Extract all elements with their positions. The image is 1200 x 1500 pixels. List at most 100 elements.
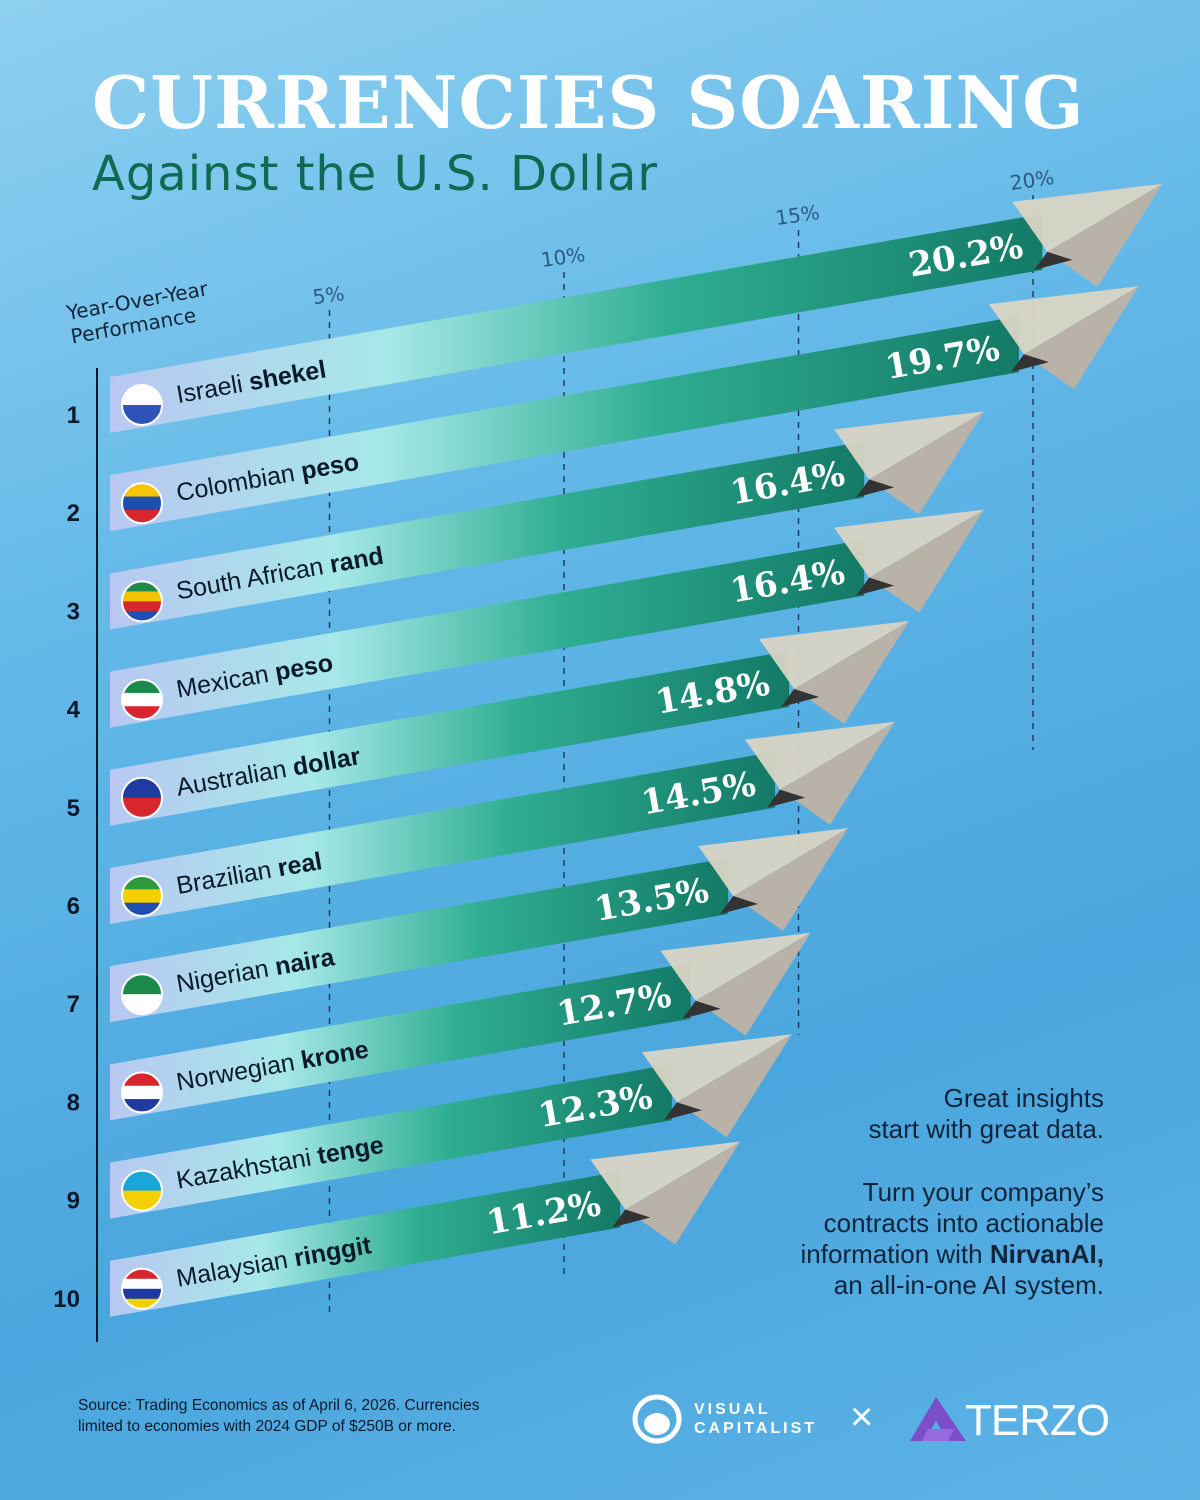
bar (110, 213, 1043, 433)
norway-flag-icon (121, 1071, 163, 1114)
flag-fill (122, 581, 162, 622)
logo-text: CAPITALIST (694, 1420, 818, 1437)
bar (110, 1064, 672, 1219)
source-note: Source: Trading Economics as of April 6,… (78, 1395, 479, 1437)
paper-plane-icon (1012, 183, 1163, 252)
rank-number: 3 (67, 598, 80, 625)
nigeria-flag-icon (121, 973, 163, 1016)
flag-border (121, 1169, 163, 1212)
currency-label: Israeli shekel (174, 355, 328, 409)
promo-line: contracts into actionable (823, 1208, 1104, 1238)
paper-plane-icon (641, 1034, 792, 1103)
rank-number: 7 (67, 991, 80, 1018)
paper-plane-wing (733, 828, 849, 932)
paper-plane-wing (869, 411, 985, 515)
flag-stripe (122, 777, 162, 799)
paper-plane-shadow (682, 1000, 721, 1019)
bar (110, 441, 865, 630)
rank-number: 8 (67, 1089, 80, 1116)
flag-stripe (122, 1288, 162, 1300)
terzo-logo: TERZO (965, 1396, 1110, 1445)
tick-label: 10% (539, 242, 586, 272)
rank-number: 1 (67, 402, 80, 429)
paper-plane-wing (869, 509, 985, 613)
brand-name: NirvanAI, (989, 1239, 1104, 1269)
flag-stripe (122, 797, 162, 818)
rank-number: 6 (67, 893, 80, 920)
promo-line: an all-in-one AI system. (833, 1270, 1104, 1300)
rank-number: 9 (67, 1188, 80, 1215)
paper-plane-wing (1047, 183, 1163, 287)
paper-plane-shadow (856, 479, 895, 498)
flag-stripe (122, 496, 162, 511)
visual-capitalist-logo-icon (632, 1394, 682, 1444)
axis-title: Year-Over-YearPerformance (64, 276, 215, 348)
flag-stripe (122, 581, 162, 593)
visual-capitalist-logo: VISUAL CAPITALIST (694, 1400, 817, 1438)
times-separator: × (850, 1395, 874, 1439)
flag-fill (122, 385, 162, 425)
paper-plane-wing (625, 1141, 741, 1245)
chart-subtitle: Against the U.S. Dollar (92, 146, 659, 202)
flag-stripe (122, 601, 162, 613)
terzo-logo-icon (910, 1397, 966, 1441)
paper-plane-shadow (720, 896, 759, 915)
bar (110, 858, 729, 1023)
rank-number: 4 (67, 697, 81, 724)
colombia-flag-icon (121, 482, 163, 525)
paper-plane-shadow (781, 688, 820, 707)
paper-plane-icon (834, 509, 985, 578)
flag-stripe (122, 1085, 162, 1101)
flag-fill (122, 1170, 162, 1211)
source-line: limited to economies with 2024 GDP of $2… (78, 1418, 456, 1435)
flag-border (121, 875, 163, 917)
kazakhstan-flag-icon (121, 1169, 163, 1212)
malaysia-flag-icon (121, 1267, 163, 1310)
flag-border (121, 973, 163, 1016)
paper-plane-shadow (1034, 251, 1073, 270)
flag-border (121, 580, 163, 623)
paper-plane-icon (660, 932, 811, 1001)
paper-plane-icon (759, 620, 910, 689)
paper-plane-icon (745, 721, 896, 790)
flag-border (121, 1267, 163, 1310)
paper-plane-wing (1023, 286, 1139, 390)
paper-plane-shadow (663, 1102, 702, 1121)
paper-plane-icon (834, 411, 985, 480)
flag-stripe (122, 591, 162, 603)
flag-fill (122, 974, 162, 1015)
paper-plane-wing (695, 932, 811, 1036)
flag-stripe (122, 1298, 162, 1309)
bar (110, 539, 865, 728)
paper-plane-icon (698, 828, 849, 897)
bar (110, 650, 790, 826)
flag-fill (122, 777, 162, 818)
flag-stripe (122, 1278, 162, 1290)
flag-border (121, 1071, 163, 1114)
paper-plane-icon (590, 1141, 741, 1210)
flag-border (121, 776, 163, 819)
source-line: Source: Trading Economics as of April 6,… (78, 1397, 480, 1414)
flag-border (121, 678, 163, 721)
mexico-flag-icon (121, 678, 163, 721)
bar (110, 962, 691, 1121)
bar (110, 316, 1019, 532)
australia-flag-icon (121, 776, 163, 819)
paper-plane-wing (794, 620, 910, 724)
flag-border (121, 482, 163, 525)
flag-border (121, 384, 163, 426)
promo-text-1: Great insights start with great data. (868, 1083, 1104, 1145)
promo-line: Turn your company’s (862, 1177, 1104, 1207)
promo-line: Great insights (943, 1083, 1104, 1113)
flag-stripe (122, 1268, 162, 1280)
flag-stripe (122, 994, 162, 1015)
rank-number: 10 (53, 1286, 80, 1313)
bar (110, 751, 776, 924)
flag-stripe (122, 611, 162, 622)
paper-plane-shadow (612, 1209, 651, 1228)
paper-plane-icon (988, 286, 1139, 355)
south-africa-flag-icon (121, 580, 163, 623)
logo-text: VISUAL (694, 1401, 771, 1418)
flag-fill (122, 1268, 162, 1309)
paper-plane-wing (780, 721, 896, 825)
